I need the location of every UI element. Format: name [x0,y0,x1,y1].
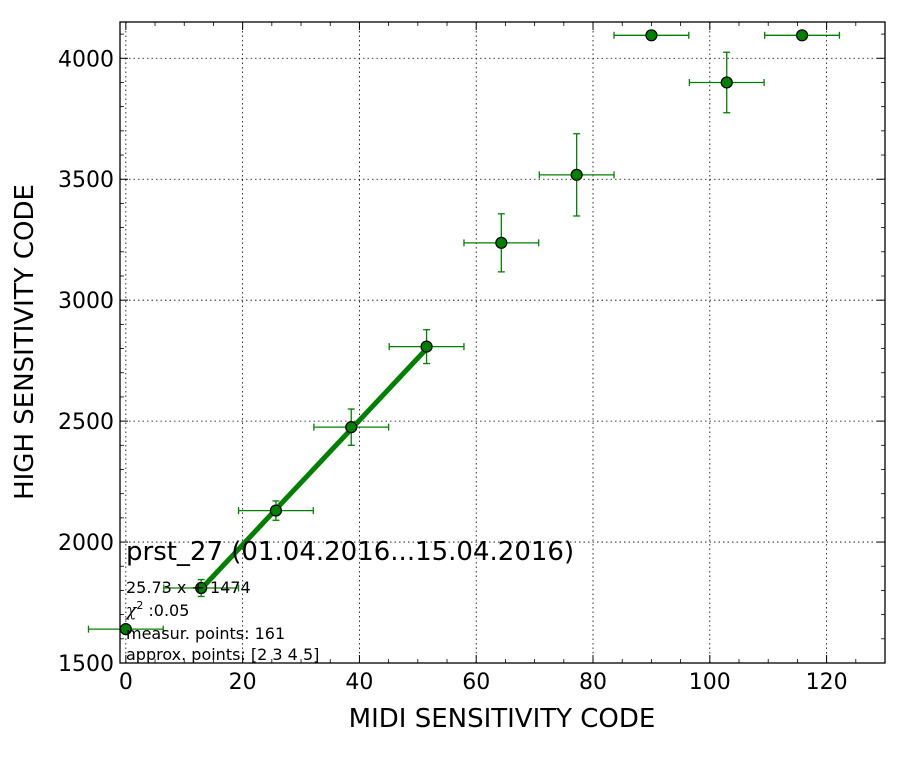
annotation-box: prst_27 (01.04.2016...15.04.2016) 25.73 … [125,537,574,664]
x-tick-label: 80 [579,670,607,695]
plot-frame [119,21,886,664]
annotation-chi: χ2 :0.05 [125,599,189,621]
chi-superscript: 2 [136,599,143,612]
x-tick-label: 40 [345,670,373,695]
data-point [720,76,733,89]
x-tick-label: 20 [229,670,257,695]
minor-ticks [120,22,885,663]
y-tick-label: 2500 [58,410,114,435]
data-point [645,29,658,42]
y-tick-label: 1500 [58,652,114,677]
data-point [269,504,283,517]
data-point [495,236,508,249]
data-point [345,421,358,434]
plot-background [120,22,885,663]
annotation-title: prst_27 (01.04.2016...15.04.2016) [126,537,574,567]
x-tick-label: 100 [689,670,731,695]
x-axis-label: MIDI SENSITIVITY CODE [349,704,656,734]
data-point [570,168,583,181]
y-tick-label: 3500 [58,168,114,193]
x-tick-label: 60 [462,670,490,695]
chi-symbol: χ [125,601,138,621]
data-point [420,340,433,353]
y-tick-labels: 1500 2000 2500 3000 3500 4000 [58,47,114,677]
fit-line [199,347,429,591]
x-tick-labels: 0 20 40 60 80 100 120 [119,670,848,695]
data-series [87,29,841,636]
chi-value: :0.05 [143,601,189,620]
annotation-approx-points: approx. points: [2 3 4 5] [126,645,319,664]
y-tick-label: 3000 [58,289,114,314]
data-point [795,29,809,42]
data-point [195,581,208,595]
x-tick-label: 120 [806,670,848,695]
annotation-equation: 25.73 x + 1474 [126,578,251,597]
annotation-measur-points: measur. points: 161 [126,624,285,643]
y-tick-label: 4000 [58,47,114,72]
y-tick-label: 2000 [58,531,114,556]
y-axis-label: HIGH SENSITIVITY CODE [10,184,40,500]
x-tick-label: 0 [119,670,133,695]
